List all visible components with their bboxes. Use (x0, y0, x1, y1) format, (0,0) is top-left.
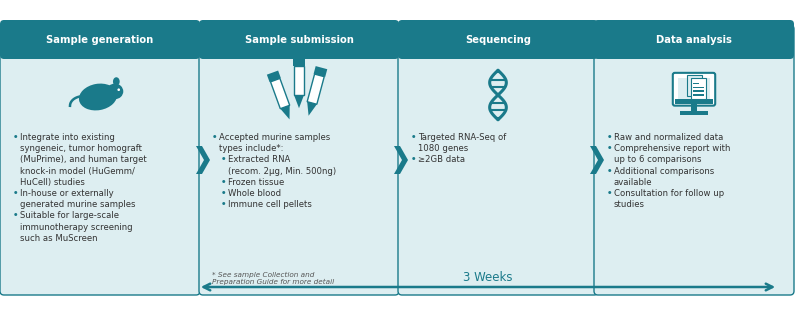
Text: (MuPrime), and human target: (MuPrime), and human target (20, 155, 146, 164)
Text: •: • (13, 211, 18, 220)
Circle shape (118, 88, 120, 91)
Polygon shape (590, 146, 604, 174)
Bar (680, 111, 708, 115)
Text: •: • (607, 189, 613, 198)
Polygon shape (280, 105, 290, 119)
FancyBboxPatch shape (398, 25, 598, 295)
Ellipse shape (106, 84, 123, 99)
Text: 3 Weeks: 3 Weeks (463, 271, 513, 284)
FancyBboxPatch shape (0, 25, 200, 295)
Text: * See sample Collection and
Preparation Guide for more detail: * See sample Collection and Preparation … (212, 272, 334, 285)
Text: Sample submission: Sample submission (245, 35, 354, 45)
Text: Whole blood: Whole blood (228, 189, 281, 198)
FancyBboxPatch shape (398, 20, 598, 59)
Polygon shape (270, 78, 290, 109)
Text: In-house or externally: In-house or externally (20, 189, 114, 198)
Text: •: • (607, 144, 613, 153)
Text: •: • (221, 155, 226, 164)
Text: HuCell) studies: HuCell) studies (20, 178, 85, 187)
Bar (693, 87, 704, 88)
Text: •: • (607, 167, 613, 176)
Text: Integrate into existing: Integrate into existing (20, 133, 115, 142)
Text: •: • (411, 133, 417, 142)
Bar (402, 47, 594, 55)
Text: •: • (607, 133, 613, 142)
Text: •: • (221, 189, 226, 198)
Ellipse shape (79, 83, 117, 110)
Text: Targeted RNA-Seq of: Targeted RNA-Seq of (418, 133, 506, 142)
Text: Comprehensive report with: Comprehensive report with (614, 144, 730, 153)
Polygon shape (294, 66, 304, 95)
Text: •: • (212, 133, 218, 142)
Polygon shape (394, 146, 408, 174)
Polygon shape (307, 102, 317, 116)
Bar (4, 47, 196, 55)
Bar (598, 47, 790, 55)
Bar (693, 94, 704, 96)
Polygon shape (196, 146, 210, 174)
FancyBboxPatch shape (199, 20, 399, 59)
Text: ≥2GB data: ≥2GB data (418, 155, 465, 164)
Bar (678, 78, 710, 101)
Text: Accepted murine samples: Accepted murine samples (219, 133, 330, 142)
Bar (687, 75, 702, 96)
FancyBboxPatch shape (673, 73, 715, 106)
Text: (recom. 2μg, Min. 500ng): (recom. 2μg, Min. 500ng) (228, 167, 336, 176)
Bar (674, 99, 714, 104)
Text: •: • (221, 200, 226, 209)
FancyBboxPatch shape (199, 25, 399, 295)
Text: Frozen tissue: Frozen tissue (228, 178, 284, 187)
Text: •: • (13, 189, 18, 198)
Polygon shape (294, 95, 304, 108)
Polygon shape (267, 70, 281, 82)
Text: studies: studies (614, 200, 645, 209)
Text: 1080 genes: 1080 genes (418, 144, 468, 153)
Bar (203, 47, 395, 55)
FancyBboxPatch shape (594, 20, 794, 59)
Text: types include*:: types include*: (219, 144, 283, 153)
Text: available: available (614, 178, 653, 187)
Text: •: • (221, 178, 226, 187)
FancyBboxPatch shape (0, 20, 200, 59)
Text: Raw and normalized data: Raw and normalized data (614, 133, 723, 142)
Bar (693, 91, 704, 92)
Text: Data analysis: Data analysis (656, 35, 732, 45)
Bar (693, 83, 699, 84)
Text: Extracted RNA: Extracted RNA (228, 155, 290, 164)
Text: Additional comparisons: Additional comparisons (614, 167, 714, 176)
Text: Sample generation: Sample generation (46, 35, 154, 45)
Text: •: • (13, 133, 18, 142)
Polygon shape (307, 74, 324, 104)
Text: Immune cell pellets: Immune cell pellets (228, 200, 312, 209)
Bar (691, 103, 697, 112)
Text: generated murine samples: generated murine samples (20, 200, 135, 209)
Text: Suitable for large-scale: Suitable for large-scale (20, 211, 119, 220)
Bar (691, 78, 706, 99)
Text: Sequencing: Sequencing (465, 35, 531, 45)
Text: immunotherapy screening: immunotherapy screening (20, 222, 133, 232)
Text: up to 6 comparisons: up to 6 comparisons (614, 155, 702, 164)
Text: •: • (411, 155, 417, 164)
Text: such as MuScreen: such as MuScreen (20, 234, 98, 243)
FancyBboxPatch shape (594, 25, 794, 295)
Polygon shape (314, 66, 327, 77)
Text: knock-in model (HuGemm/: knock-in model (HuGemm/ (20, 167, 135, 176)
Polygon shape (293, 58, 305, 66)
Text: Consultation for follow up: Consultation for follow up (614, 189, 724, 198)
Ellipse shape (113, 77, 120, 86)
Text: syngeneic, tumor homograft: syngeneic, tumor homograft (20, 144, 142, 153)
